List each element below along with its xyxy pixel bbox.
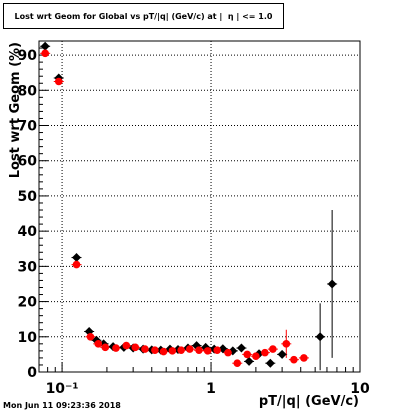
title-box: Lost wrt Geom for Global vs pT/|q| (GeV/… — [3, 3, 284, 29]
data-point-red — [261, 348, 269, 357]
data-point-black — [327, 279, 337, 289]
data-point-red — [72, 260, 81, 269]
grid — [39, 41, 360, 372]
axis-ticks — [38, 40, 361, 373]
y-tick-label: 50 — [18, 189, 38, 205]
data-point-red — [243, 350, 252, 359]
data-point-black — [244, 356, 254, 366]
data-point-red — [213, 346, 222, 354]
y-tick-label: 30 — [18, 259, 38, 275]
data-point-red — [131, 343, 140, 352]
y-tick-label: 70 — [18, 119, 38, 135]
data-point-red — [185, 345, 194, 353]
data-point-red — [86, 332, 95, 341]
data-point-red — [177, 346, 185, 354]
plot-frame — [38, 40, 361, 373]
data-point-red — [112, 344, 120, 352]
y-tick-label: 80 — [18, 83, 38, 99]
data-point-red — [159, 347, 168, 356]
data-point-black — [236, 343, 246, 353]
y-tick-label: 0 — [27, 365, 37, 381]
chart-title: Lost wrt Geom for Global vs pT/|q| (GeV/… — [14, 11, 273, 21]
data-point-red — [300, 354, 308, 362]
data-point-red — [195, 346, 203, 354]
data-point-black — [265, 358, 275, 368]
y-tick-label: 10 — [18, 330, 38, 346]
data-point-red — [252, 352, 260, 360]
data-point-red — [282, 340, 291, 348]
data-point-red — [151, 346, 159, 354]
x-tick-label: 1 — [206, 381, 216, 397]
x-tick-label: 10⁻¹ — [46, 381, 79, 397]
timestamp-footer: Mon Jun 11 09:23:36 2018 — [3, 401, 121, 410]
tick-labels: 0 10 20 30 40 50 60 70 80 90 10⁻¹ 1 10 — [18, 48, 370, 397]
data-point-red — [269, 345, 277, 353]
data-point-red — [233, 359, 242, 367]
data-point-red — [141, 345, 149, 353]
data-point-red — [168, 347, 177, 355]
y-tick-label: 20 — [18, 295, 38, 311]
y-tick-label: 60 — [18, 154, 38, 170]
y-tick-label: 90 — [18, 48, 38, 64]
data-point-red — [203, 347, 212, 355]
x-axis-title: pT/|q| (GeV/c) — [259, 394, 359, 409]
y-tick-label: 40 — [18, 224, 38, 240]
data-point-red — [101, 343, 110, 352]
data-point-black — [315, 332, 325, 342]
data-point-red — [54, 77, 63, 86]
data-point-red — [41, 49, 49, 58]
data-point-black — [72, 253, 82, 263]
data-point-black — [277, 349, 287, 359]
data-point-red — [224, 348, 232, 357]
x-tick-label: 10 — [350, 381, 370, 397]
y-axis-title: Lost wrt Geom (%) — [8, 42, 23, 178]
data-point-red — [94, 340, 103, 348]
data-point-red — [122, 341, 131, 350]
data-point-black — [40, 41, 50, 51]
data-point-black — [254, 349, 264, 359]
data-point-red — [290, 355, 298, 364]
data-markers — [40, 41, 337, 368]
